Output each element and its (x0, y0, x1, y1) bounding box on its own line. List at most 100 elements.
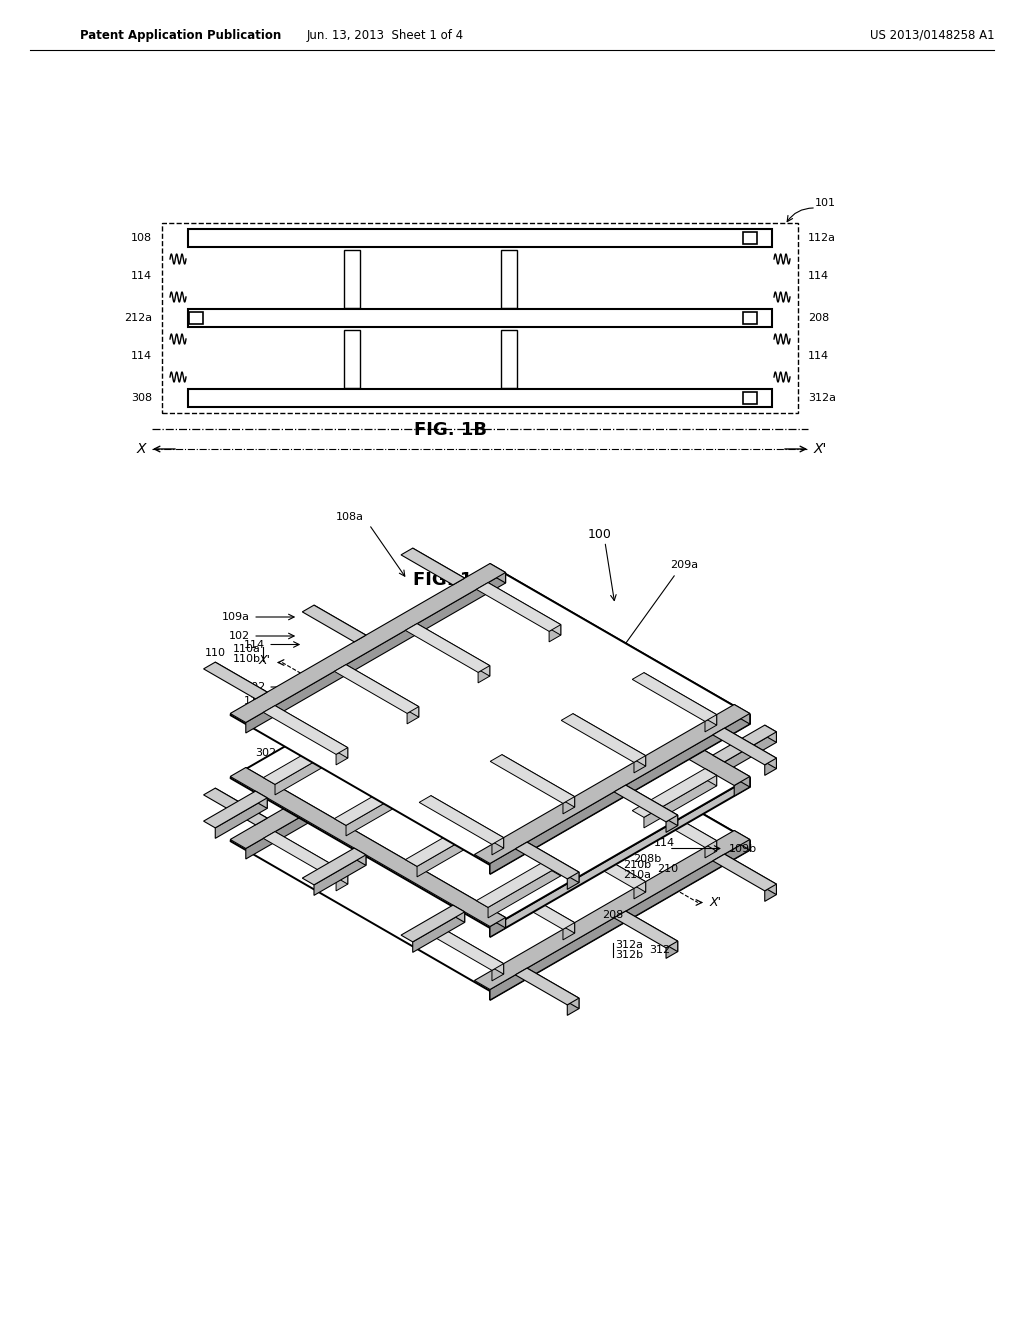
Text: 108: 108 (131, 234, 152, 243)
Polygon shape (563, 923, 574, 940)
Polygon shape (567, 998, 579, 1015)
Polygon shape (614, 785, 678, 822)
Polygon shape (488, 866, 561, 917)
Polygon shape (490, 665, 503, 789)
Text: 109b: 109b (729, 843, 757, 854)
Polygon shape (565, 709, 591, 723)
Polygon shape (490, 840, 750, 1001)
Text: 212b: 212b (547, 693, 575, 704)
Polygon shape (490, 760, 503, 884)
Polygon shape (314, 731, 366, 772)
Text: 114: 114 (808, 351, 829, 360)
Text: 114: 114 (654, 837, 675, 847)
Polygon shape (474, 705, 750, 863)
Polygon shape (230, 690, 750, 991)
Polygon shape (453, 578, 465, 595)
Polygon shape (626, 785, 678, 825)
Polygon shape (335, 665, 419, 713)
Text: X': X' (258, 653, 270, 667)
Polygon shape (563, 797, 574, 814)
Text: 308b: 308b (406, 795, 434, 804)
Polygon shape (477, 657, 503, 673)
Polygon shape (246, 767, 506, 928)
Polygon shape (734, 776, 750, 796)
Polygon shape (572, 734, 646, 787)
Polygon shape (336, 735, 348, 752)
Text: 112b: 112b (637, 792, 665, 803)
Text: 310: 310 (335, 730, 356, 739)
Polygon shape (419, 921, 504, 970)
Text: 210: 210 (656, 865, 678, 874)
Text: 110: 110 (205, 648, 226, 659)
Polygon shape (490, 767, 503, 892)
Polygon shape (490, 841, 750, 1001)
Polygon shape (401, 675, 465, 711)
Polygon shape (713, 729, 776, 764)
Polygon shape (572, 840, 646, 892)
Text: 208a: 208a (679, 756, 707, 767)
Polygon shape (406, 750, 489, 799)
Polygon shape (275, 742, 348, 795)
Text: 114: 114 (131, 351, 152, 360)
Bar (188, 389, 772, 407)
Polygon shape (490, 777, 750, 937)
Polygon shape (488, 709, 561, 762)
Polygon shape (336, 874, 348, 891)
Polygon shape (204, 663, 267, 698)
Text: 114: 114 (244, 697, 265, 706)
Polygon shape (419, 796, 504, 845)
Polygon shape (408, 776, 419, 793)
Bar (188, 309, 772, 327)
Polygon shape (502, 880, 574, 933)
Text: 114: 114 (244, 639, 265, 649)
Polygon shape (734, 830, 750, 850)
Bar (743, 312, 757, 323)
Text: 101: 101 (815, 198, 836, 209)
Polygon shape (492, 838, 504, 855)
Text: 108b: 108b (680, 717, 708, 726)
Polygon shape (335, 791, 419, 840)
Polygon shape (634, 727, 646, 744)
Text: 109a: 109a (222, 612, 250, 622)
Text: 210b: 210b (623, 859, 651, 870)
Polygon shape (474, 830, 750, 990)
Polygon shape (401, 709, 415, 833)
Polygon shape (215, 797, 267, 838)
Polygon shape (490, 686, 574, 735)
Text: X': X' (710, 896, 722, 909)
Polygon shape (453, 906, 465, 923)
Polygon shape (389, 709, 415, 723)
Polygon shape (431, 652, 504, 705)
Polygon shape (431, 921, 504, 974)
Polygon shape (256, 818, 267, 836)
Text: 310a: 310a (364, 725, 391, 734)
Polygon shape (549, 858, 561, 876)
Polygon shape (567, 873, 579, 890)
Text: Patent Application Publication: Patent Application Publication (80, 29, 282, 41)
Polygon shape (626, 911, 678, 952)
Polygon shape (490, 657, 503, 783)
Polygon shape (230, 767, 506, 927)
Polygon shape (572, 714, 646, 766)
Polygon shape (215, 663, 267, 702)
Polygon shape (336, 747, 348, 764)
Polygon shape (490, 565, 750, 723)
Text: 209a: 209a (670, 561, 698, 570)
Polygon shape (490, 917, 506, 937)
Polygon shape (561, 727, 646, 776)
Polygon shape (705, 841, 717, 858)
Text: 312: 312 (649, 945, 670, 954)
Polygon shape (634, 882, 646, 899)
Polygon shape (477, 760, 503, 775)
Polygon shape (490, 689, 506, 709)
Text: 308: 308 (131, 393, 152, 403)
Text: 208: 208 (808, 313, 829, 323)
Polygon shape (614, 911, 678, 948)
Polygon shape (490, 880, 574, 929)
Polygon shape (563, 686, 574, 704)
Text: 100: 100 (588, 528, 611, 541)
Polygon shape (724, 854, 776, 895)
Polygon shape (490, 714, 750, 874)
Bar (343, 249, 359, 308)
Polygon shape (401, 548, 465, 585)
